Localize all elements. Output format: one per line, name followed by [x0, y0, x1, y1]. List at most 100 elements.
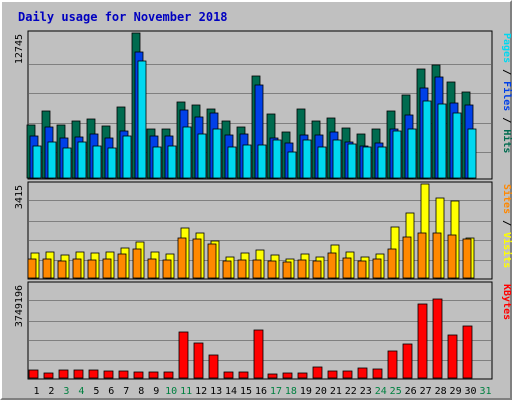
bar-sites-day-16 — [252, 259, 262, 279]
x-tick-label-7: 7 — [123, 386, 129, 397]
bar-sites-day-7 — [117, 253, 127, 279]
x-tick-label-9: 9 — [153, 386, 159, 397]
legend-label-hits: Hits — [501, 129, 512, 153]
x-tick-label-31: 31 — [479, 386, 491, 397]
legend-label-kbytes: KBytes — [501, 284, 512, 320]
bar-kbytes-day-19 — [297, 372, 308, 379]
x-tick-label-15: 15 — [240, 386, 252, 397]
x-tick-label-5: 5 — [93, 386, 99, 397]
bar-pages-day-24 — [377, 146, 387, 179]
x-tick-label-23: 23 — [360, 386, 372, 397]
x-tick-label-2: 2 — [48, 386, 54, 397]
bar-kbytes-day-1 — [28, 369, 39, 379]
x-tick-label-11: 11 — [180, 386, 192, 397]
x-tick-label-19: 19 — [300, 386, 312, 397]
bar-sites-day-21 — [327, 252, 337, 279]
bar-pages-day-11 — [182, 126, 192, 179]
bar-pages-day-12 — [197, 133, 207, 179]
bar-pages-day-19 — [302, 139, 312, 179]
bar-sites-day-17 — [267, 260, 277, 279]
bar-kbytes-day-18 — [282, 372, 293, 379]
chart-title: Daily usage for November 2018 — [18, 10, 228, 24]
bar-sites-day-6 — [102, 258, 112, 279]
legend-requests: Pages / Files / Hits — [501, 33, 512, 153]
bar-pages-day-2 — [47, 141, 57, 179]
x-tick-label-17: 17 — [270, 386, 282, 397]
bar-kbytes-day-10 — [163, 371, 174, 379]
bar-kbytes-day-3 — [58, 369, 69, 379]
bar-pages-day-10 — [167, 145, 177, 179]
bar-kbytes-day-17 — [267, 373, 278, 379]
y-max-label-visitors: 3415 — [14, 185, 25, 209]
bar-pages-day-27 — [422, 100, 432, 179]
legend-separator: / — [501, 111, 512, 129]
x-tick-label-4: 4 — [78, 386, 84, 397]
bar-pages-day-28 — [437, 103, 447, 179]
x-tick-label-13: 13 — [210, 386, 222, 397]
bar-sites-day-23 — [357, 260, 367, 279]
bar-sites-day-14 — [222, 260, 232, 279]
bar-kbytes-day-11 — [178, 331, 189, 379]
bar-sites-day-15 — [237, 259, 247, 279]
bar-sites-day-5 — [87, 259, 97, 279]
bar-sites-day-8 — [132, 248, 142, 279]
x-tick-label-24: 24 — [375, 386, 387, 397]
x-tick-label-3: 3 — [63, 386, 69, 397]
x-tick-label-21: 21 — [330, 386, 342, 397]
bar-pages-day-8 — [137, 60, 147, 179]
bar-sites-day-19 — [297, 259, 307, 279]
bar-kbytes-day-4 — [73, 369, 84, 379]
legend-separator: / — [501, 214, 512, 232]
legend-label-visits: Visits — [501, 232, 512, 268]
bar-sites-day-30 — [462, 238, 472, 279]
bar-pages-day-4 — [77, 141, 87, 179]
bar-pages-day-22 — [347, 143, 357, 179]
bar-sites-day-18 — [282, 261, 292, 279]
bar-sites-day-12 — [192, 238, 202, 279]
bar-sites-day-20 — [312, 260, 322, 279]
bar-kbytes-day-26 — [402, 343, 413, 379]
bar-sites-day-25 — [387, 248, 397, 279]
x-tick-label-6: 6 — [108, 386, 114, 397]
bar-sites-day-1 — [27, 258, 37, 279]
bar-pages-day-26 — [407, 128, 417, 179]
legend-separator: / — [501, 63, 512, 81]
y-max-label-kbytes: 3749196 — [14, 285, 25, 327]
bar-pages-day-30 — [467, 128, 477, 179]
bar-pages-day-3 — [62, 147, 72, 179]
bar-kbytes-day-14 — [223, 371, 234, 379]
bar-sites-day-22 — [342, 257, 352, 279]
bar-pages-day-7 — [122, 135, 132, 179]
bar-sites-day-24 — [372, 258, 382, 279]
x-tick-label-26: 26 — [405, 386, 417, 397]
bar-sites-day-9 — [147, 258, 157, 279]
bar-kbytes-day-2 — [43, 372, 54, 379]
x-tick-label-16: 16 — [255, 386, 267, 397]
bar-sites-day-11 — [177, 237, 187, 279]
bar-sites-day-4 — [72, 258, 82, 279]
bar-kbytes-day-16 — [253, 329, 264, 379]
bar-pages-day-14 — [227, 146, 237, 179]
bar-pages-day-6 — [107, 147, 117, 179]
bar-pages-day-25 — [392, 130, 402, 179]
bar-kbytes-day-13 — [208, 354, 219, 379]
bar-kbytes-day-5 — [88, 369, 99, 379]
x-tick-label-30: 30 — [465, 386, 477, 397]
bar-pages-day-20 — [317, 146, 327, 179]
bar-kbytes-day-23 — [357, 367, 368, 379]
bar-pages-day-16 — [257, 144, 267, 179]
bar-pages-day-21 — [332, 139, 342, 179]
legend-label-files: Files — [501, 81, 512, 111]
bar-kbytes-day-30 — [462, 325, 473, 379]
x-tick-label-20: 20 — [315, 386, 327, 397]
bar-sites-day-2 — [42, 258, 52, 279]
bar-kbytes-day-24 — [372, 368, 383, 379]
x-tick-label-1: 1 — [33, 386, 39, 397]
bar-pages-day-18 — [287, 151, 297, 179]
bar-pages-day-17 — [272, 139, 282, 179]
bar-kbytes-day-8 — [133, 371, 144, 379]
bar-sites-day-28 — [432, 232, 442, 279]
x-tick-label-29: 29 — [450, 386, 462, 397]
